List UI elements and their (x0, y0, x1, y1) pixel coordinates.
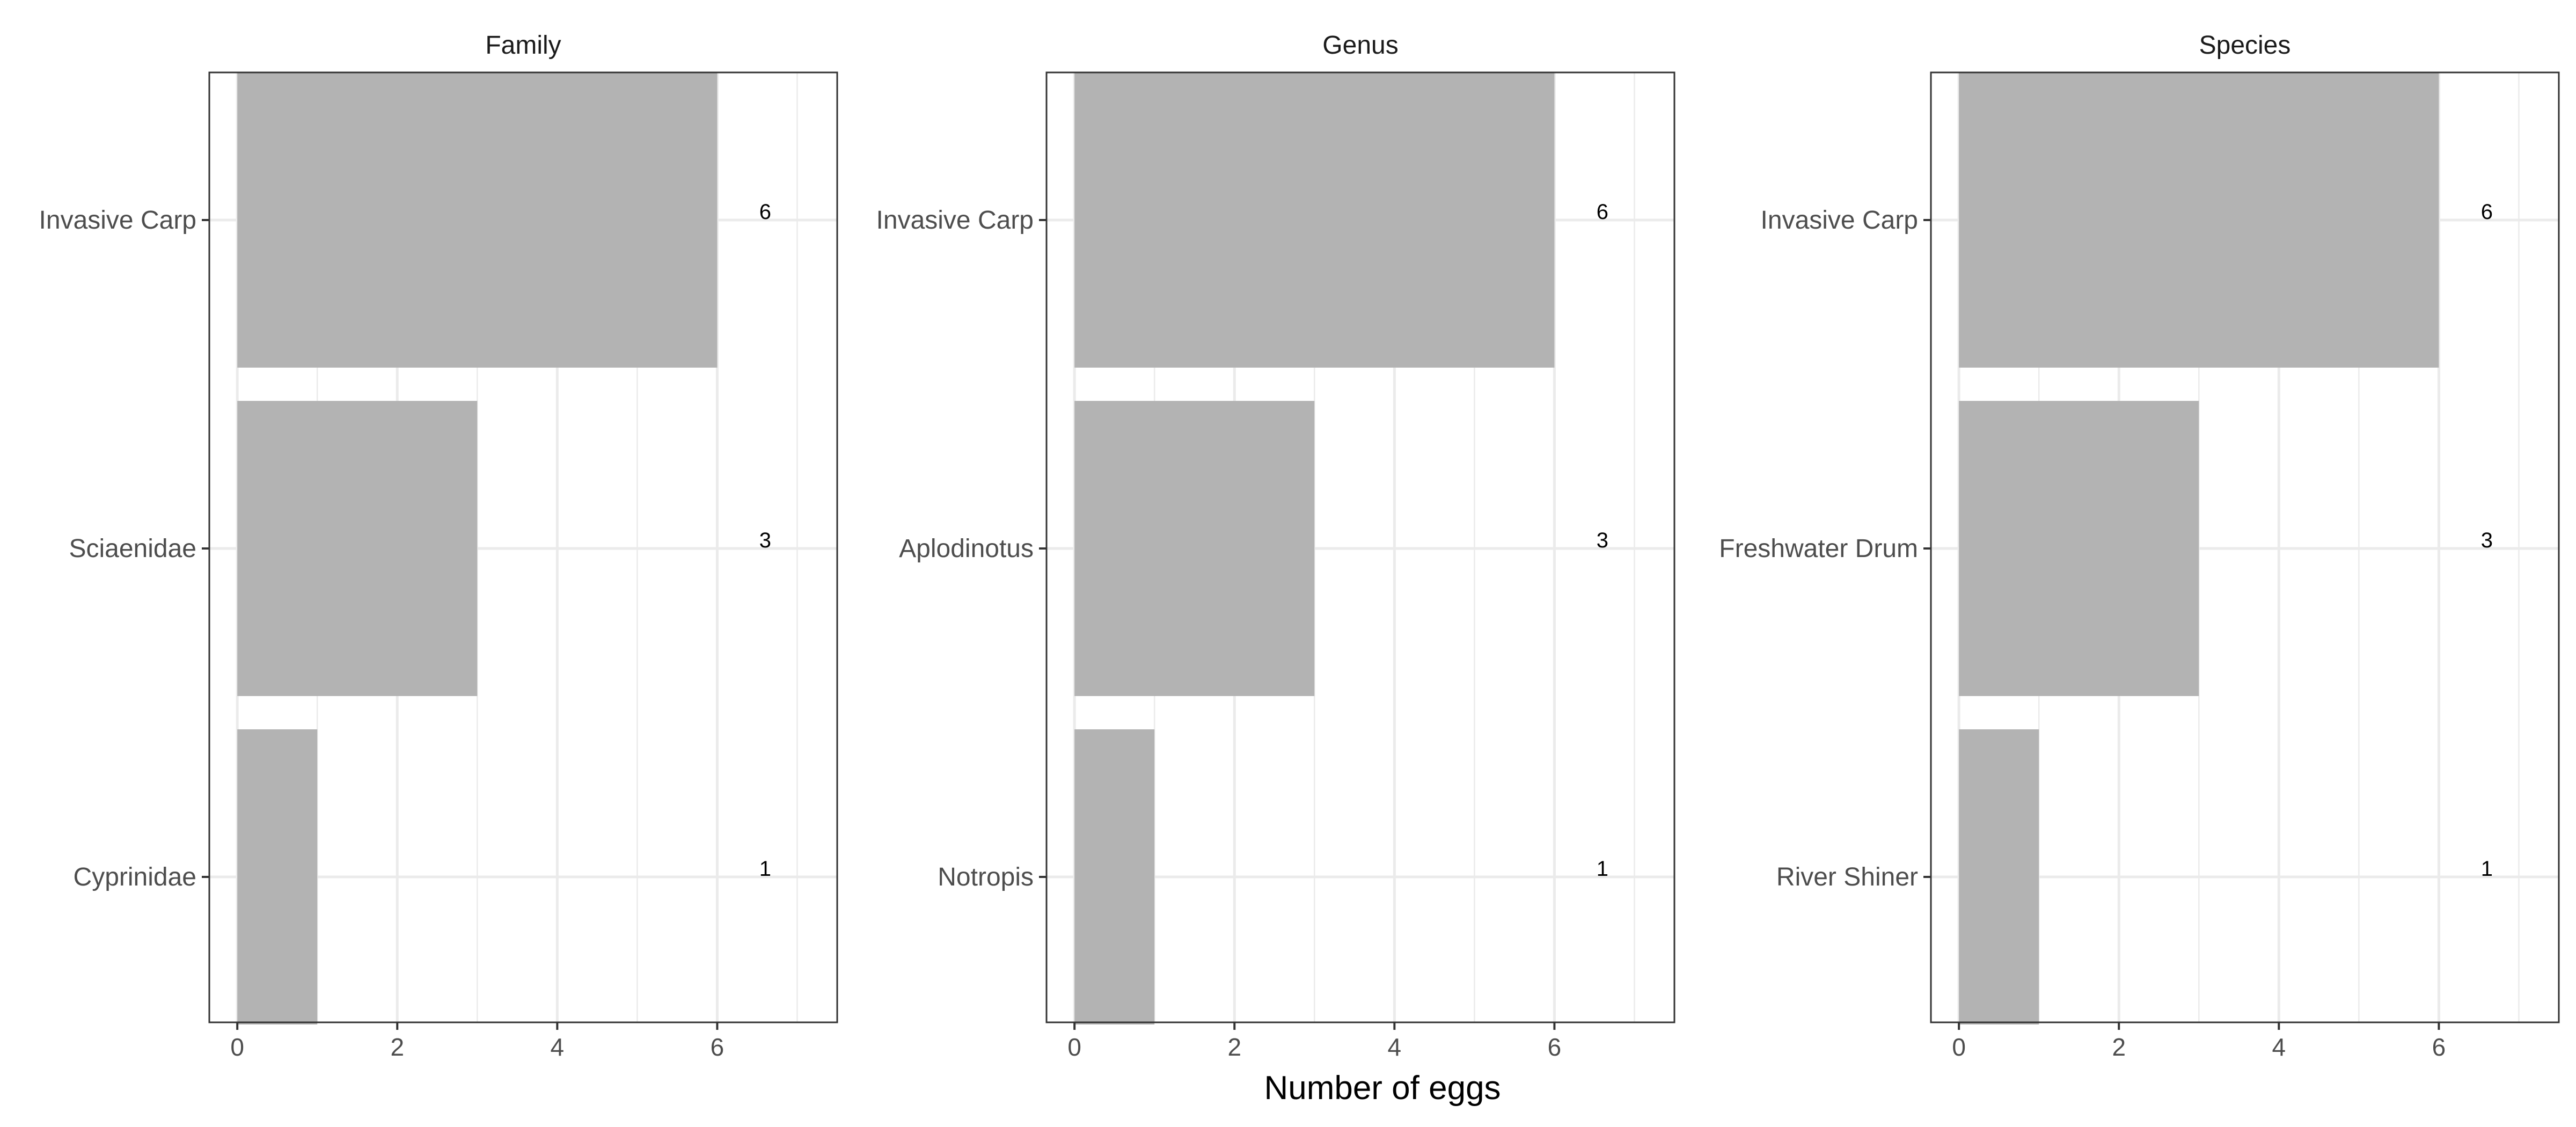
y-tick-label: Invasive Carp (876, 206, 1034, 235)
bar-notropis (1074, 729, 1155, 1024)
x-tick-label: 2 (1227, 1033, 1241, 1061)
x-tick-label: 0 (1067, 1033, 1081, 1061)
data-label: 1 (2481, 857, 2493, 881)
x-tick-label: 2 (2112, 1033, 2126, 1061)
data-label: 3 (2481, 529, 2493, 552)
panel-title: Genus (1322, 31, 1398, 60)
x-tick-label: 0 (230, 1033, 244, 1061)
x-tick-label: 4 (2272, 1033, 2286, 1061)
x-tick-label: 6 (1548, 1033, 1562, 1061)
y-tick-label: Cyprinidae (74, 863, 196, 891)
bar-invasive-carp (1074, 72, 1555, 368)
x-tick-label: 0 (1952, 1033, 1966, 1061)
x-tick-label: 4 (1388, 1033, 1402, 1061)
data-label: 6 (759, 200, 771, 224)
panel-species: 6 3 1 Species Invasive Carp Freshwater Drum Ri… (1719, 31, 2560, 1061)
bar-sciaenidae (237, 401, 478, 696)
x-tick-label: 4 (551, 1033, 565, 1061)
panel-genus: 6 3 1 Genus Invasive Carp Aplodinotus Notropis… (876, 31, 1675, 1061)
data-label: 1 (1597, 857, 1608, 881)
y-tick-label: Notropis (938, 863, 1034, 891)
data-label: 3 (759, 529, 771, 552)
data-label: 6 (2481, 200, 2493, 224)
bar-invasive-carp (237, 72, 718, 368)
y-tick-label: Sciaenidae (69, 535, 196, 563)
data-label: 1 (759, 857, 771, 881)
data-label: 3 (1597, 529, 1608, 552)
y-tick-label: Invasive Carp (1761, 206, 1918, 235)
y-tick-label: Aplodinotus (899, 535, 1034, 563)
bar-invasive-carp (1959, 72, 2439, 368)
bar-freshwater-drum (1959, 401, 2199, 696)
y-tick-label: River Shiner (1776, 863, 1918, 891)
x-axis-title: Number of eggs (1264, 1070, 1501, 1107)
panels: 6 3 1 Family Invasive Carp Sciaenidae Cyprinid… (39, 31, 2560, 1061)
y-tick-label: Invasive Carp (39, 206, 196, 235)
bar-cyprinidae (237, 729, 318, 1024)
data-label: 6 (1597, 200, 1608, 224)
bar-aplodinotus (1074, 401, 1315, 696)
panel-title: Species (2199, 31, 2291, 60)
panel-family: 6 3 1 Family Invasive Carp Sciaenidae Cyprinid… (39, 31, 838, 1061)
bar-river-shiner (1959, 729, 2039, 1024)
panel-title: Family (485, 31, 561, 60)
x-tick-label: 6 (711, 1033, 724, 1061)
x-tick-label: 2 (390, 1033, 404, 1061)
y-tick-label: Freshwater Drum (1719, 535, 1918, 563)
x-tick-label: 6 (2432, 1033, 2446, 1061)
